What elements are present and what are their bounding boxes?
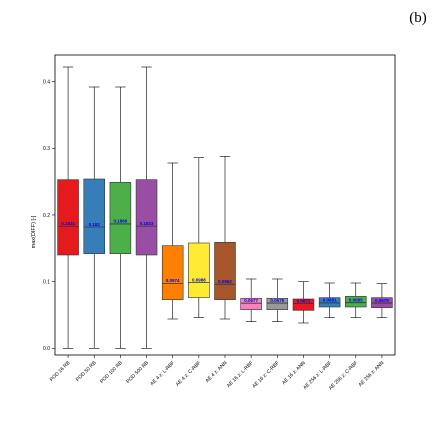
box-body [292, 298, 315, 311]
box-body [57, 179, 79, 256]
median-value-label: 0.0677 [244, 298, 258, 303]
box-body [345, 296, 367, 308]
median-value-label: 0.182 [89, 222, 101, 227]
x-tick-label: AE 16 z: L-RBF [226, 360, 255, 389]
median-value-label: 0.1831 [61, 221, 75, 226]
median-value-label: 0.1833 [140, 221, 154, 226]
box-body [240, 298, 262, 310]
box-3: 0.1866 [109, 86, 132, 349]
y-tick-label: 0.0 [43, 346, 50, 352]
median-value-label: 0.0685 [349, 297, 363, 302]
box-9: 0.0679 [266, 278, 289, 322]
box-8: 0.0677 [240, 278, 262, 322]
y-axis-label: max(DIFF) [-] [31, 215, 37, 248]
box-body [188, 242, 210, 298]
box-7: 0.0962 [214, 156, 236, 320]
box-5: 0.0974 [161, 162, 184, 320]
x-tick-label: AE 4 z: C-RBF [175, 360, 202, 387]
box-body [266, 298, 289, 310]
x-tick-label: AE 4 z: L-RBF [149, 360, 176, 387]
x-tick-label: AE 16 z: ANN [281, 360, 307, 386]
box-body [214, 242, 236, 300]
x-tick-label: POD 100 RB [99, 360, 124, 385]
box-13: 0.0679 [371, 283, 393, 318]
median-value-label: 0.0679 [270, 298, 284, 303]
y-tick-label: 0.2 [43, 213, 50, 219]
box-11: 0.0681 [318, 282, 341, 318]
median-value-label: 0.1866 [114, 219, 128, 224]
box-12: 0.0685 [345, 282, 367, 318]
x-tick-label: POD 16 RB [49, 360, 72, 383]
x-tick-label: POD 500 RB [125, 360, 150, 385]
median-value-label: 0.0962 [218, 279, 232, 284]
median-value-label: 0.0671 [297, 298, 311, 303]
box-body [109, 182, 132, 254]
y-tick-label: 0.4 [43, 79, 50, 85]
box-6: 0.0988 [188, 157, 210, 318]
box-1: 0.1831 [57, 66, 79, 349]
box-body [318, 297, 341, 308]
box-body [161, 245, 184, 300]
box-10: 0.0671 [292, 281, 315, 324]
box-body [135, 179, 158, 256]
median-value-label: 0.0679 [375, 298, 389, 303]
x-tick-label: POD 50 RB [75, 360, 98, 383]
median-value-label: 0.0974 [166, 278, 180, 283]
box-series: 0.1831 0.182 0.1866 0.1833 0.0974 0.0988 0.096… [57, 66, 393, 349]
panel-label: (b) [409, 10, 427, 26]
box-2: 0.182 [83, 86, 105, 349]
x-tick-label: AE 4 z: ANN [205, 360, 229, 384]
y-tick-label: 0.3 [43, 146, 50, 152]
y-tick-label: 0.1 [43, 279, 50, 285]
x-tick-label: AE 16 z: C-RBF [251, 360, 280, 389]
box-4: 0.1833 [135, 66, 158, 349]
x-axis: POD 16 RB POD 50 RB POD 100 RB POD 500 RB AE… [49, 355, 386, 392]
y-axis: 0.0 0.1 0.2 0.3 0.4 [43, 79, 55, 352]
median-value-label: 0.0988 [192, 277, 206, 282]
box-body [371, 297, 393, 308]
x-tick-label: AE 256 z: ANN [358, 360, 386, 388]
box-body [83, 178, 105, 254]
median-value-label: 0.0681 [323, 298, 337, 303]
